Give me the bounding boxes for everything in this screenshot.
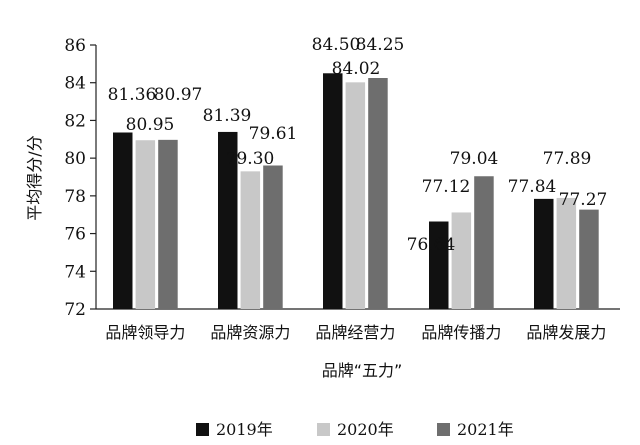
- legend-swatch: [317, 423, 330, 436]
- y-tick-label: 86: [64, 36, 86, 56]
- bar-2021年-品牌传播力: [474, 176, 494, 309]
- data-label: 79.61: [249, 124, 298, 144]
- x-axis: 品牌领导力 品牌资源力 品牌经营力 品牌传播力 品牌发展力: [96, 308, 620, 342]
- data-label: 81.36: [108, 85, 157, 105]
- y-tick-label: 72: [64, 300, 86, 320]
- data-label: 77.12: [422, 177, 471, 197]
- data-label: 84.02: [332, 59, 381, 79]
- data-label: 84.50: [312, 35, 361, 55]
- bar-2019年-品牌资源力: [218, 131, 238, 309]
- legend-label: 2019年: [216, 420, 273, 439]
- legend: 2019年 2020年 2021年: [196, 420, 514, 439]
- y-tick-label: 80: [64, 149, 86, 169]
- x-category-label: 品牌发展力: [526, 323, 606, 342]
- bar-2019年-品牌传播力: [429, 221, 449, 309]
- data-label: 76.64: [407, 235, 456, 255]
- y-tick-label: 82: [64, 111, 86, 131]
- legend-label: 2021年: [457, 420, 514, 439]
- bar-2021年-品牌经营力: [368, 78, 388, 309]
- data-label: 80.95: [126, 115, 175, 135]
- data-labels: 81.36 81.39 84.50 76.64 77.84 80.95 79.30 84.02…: [108, 35, 608, 255]
- y-axis-title: 平均得分/分: [25, 135, 44, 220]
- x-category-label: 品牌资源力: [210, 323, 290, 342]
- bar-2019年-品牌领导力: [113, 132, 133, 309]
- bar-2021年-品牌发展力: [579, 209, 599, 309]
- data-label: 84.25: [356, 35, 405, 55]
- x-axis-title: 品牌“五力”: [322, 361, 403, 380]
- bar-2020年-品牌经营力: [345, 82, 366, 309]
- bar-2020年-品牌领导力: [135, 140, 156, 309]
- x-category-label: 品牌领导力: [105, 323, 185, 342]
- data-label: 79.04: [450, 149, 499, 169]
- legend-label: 2020年: [337, 420, 394, 439]
- y-axis: 72 74 76 78 80 82 84 86: [64, 36, 97, 320]
- bar-2019年-品牌经营力: [323, 73, 343, 310]
- bar-2021年-品牌资源力: [263, 165, 283, 309]
- bar-2020年-品牌传播力: [451, 212, 472, 309]
- y-tick-label: 78: [64, 187, 86, 207]
- y-tick-label: 74: [64, 262, 86, 282]
- data-label: 77.84: [508, 177, 557, 197]
- legend-swatch: [437, 423, 450, 436]
- x-category-label: 品牌传播力: [421, 323, 501, 342]
- bar-2020年-品牌发展力: [556, 197, 577, 309]
- x-category-label: 品牌经营力: [315, 323, 395, 342]
- data-label: 79.30: [226, 149, 275, 169]
- bars: [113, 73, 599, 310]
- y-tick-label: 84: [64, 74, 86, 94]
- data-label: 81.39: [203, 106, 252, 126]
- bar-2021年-品牌领导力: [158, 139, 178, 309]
- y-tick-label: 76: [64, 225, 86, 245]
- bar-2020年-品牌资源力: [240, 171, 261, 309]
- data-label: 77.27: [559, 190, 608, 210]
- data-label: 77.89: [543, 149, 592, 169]
- data-label: 80.97: [154, 85, 203, 105]
- bar-2019年-品牌发展力: [534, 198, 554, 309]
- legend-swatch: [196, 423, 209, 436]
